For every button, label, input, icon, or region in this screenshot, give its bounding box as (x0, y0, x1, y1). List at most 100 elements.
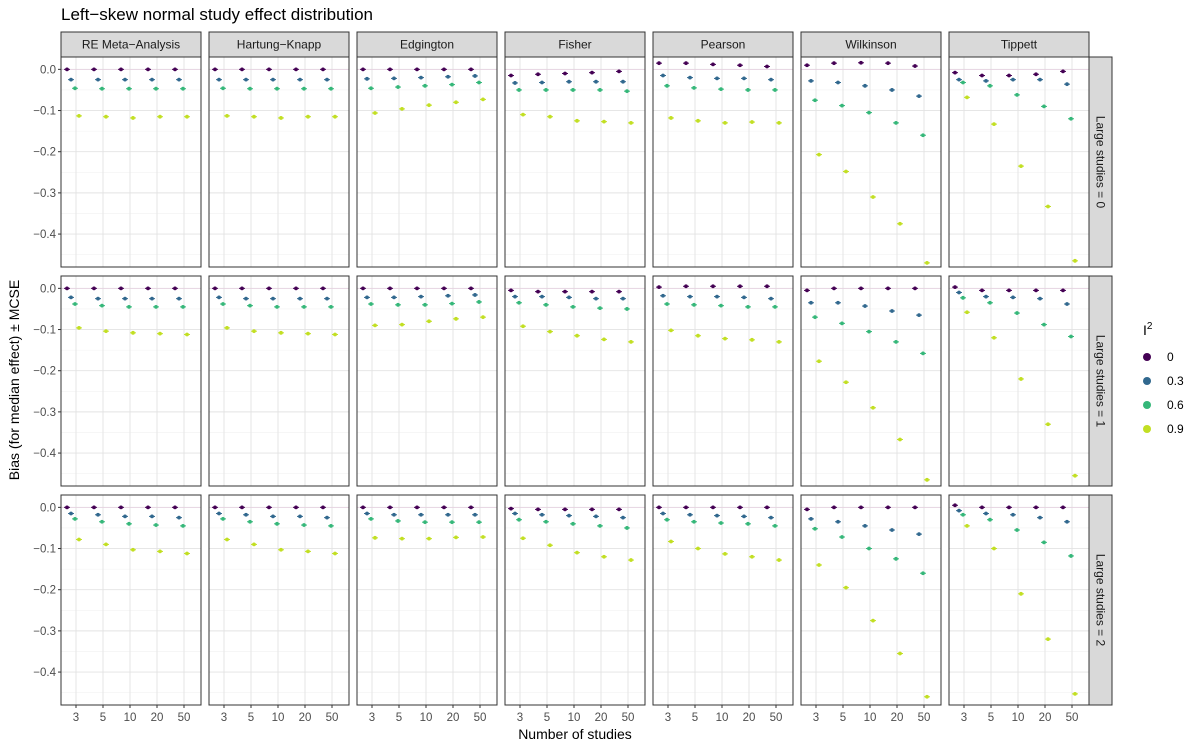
data-point (575, 333, 579, 338)
x-tick-label: 5 (248, 712, 254, 724)
data-point (617, 507, 621, 512)
x-tick-label: 10 (420, 712, 433, 724)
data-point (563, 289, 567, 294)
data-point (442, 505, 446, 510)
data-point (221, 516, 225, 521)
panel-border (652, 275, 794, 487)
panel-border (652, 56, 794, 268)
data-point (244, 77, 248, 82)
facet-panel (504, 56, 646, 268)
y-tick-label: 0.0 (40, 64, 56, 76)
data-point (306, 114, 310, 119)
data-point (625, 526, 629, 530)
data-point (65, 505, 69, 510)
data-point (150, 514, 154, 519)
data-point (373, 111, 377, 115)
x-tick-label: 20 (151, 712, 164, 724)
data-point (917, 313, 921, 318)
data-point (244, 512, 248, 517)
data-point (817, 359, 821, 364)
data-point (477, 300, 481, 304)
data-point (598, 523, 602, 528)
data-point (73, 302, 77, 306)
data-point (521, 536, 525, 541)
panel-border (356, 494, 498, 706)
data-point (1007, 288, 1011, 293)
x-tick-label: 3 (665, 712, 671, 724)
data-point (446, 512, 450, 517)
data-point (123, 514, 127, 519)
data-point (177, 296, 181, 301)
data-point (225, 113, 229, 118)
data-point (1019, 377, 1023, 381)
data-point (669, 539, 673, 544)
data-point (840, 321, 844, 326)
legend-key (1143, 425, 1151, 433)
data-point (177, 77, 181, 82)
data-point (742, 295, 746, 300)
data-point (271, 296, 275, 301)
data-point (723, 551, 727, 556)
facet-panel: 3 5 10 20 50 (356, 494, 498, 724)
data-point (221, 86, 225, 91)
data-point (321, 286, 325, 291)
data-point (244, 296, 248, 301)
data-point (509, 73, 513, 78)
panel-border (800, 275, 942, 487)
data-point (77, 113, 81, 118)
data-point (1073, 691, 1077, 696)
data-point (450, 520, 454, 525)
column-strip: Fisher (504, 31, 646, 58)
data-point (563, 71, 567, 76)
data-point (692, 85, 696, 90)
data-point (325, 296, 329, 301)
data-point (773, 304, 777, 309)
data-point (415, 67, 419, 72)
data-point (625, 307, 629, 311)
data-point (248, 303, 252, 308)
data-point (738, 63, 742, 68)
y-tick-label: −0.2 (33, 147, 56, 159)
data-point (617, 289, 621, 294)
data-point (913, 505, 917, 510)
data-point (980, 505, 984, 510)
column-strip-box (504, 31, 646, 58)
panel-border (356, 56, 498, 268)
data-point (665, 302, 669, 306)
data-point (961, 512, 965, 517)
data-point (213, 505, 217, 510)
data-point (325, 77, 329, 82)
data-point (863, 83, 867, 88)
data-point (1069, 334, 1073, 339)
data-point (548, 543, 552, 548)
data-point (248, 86, 252, 91)
data-point (913, 64, 917, 68)
data-point (867, 546, 871, 551)
x-tick-label: 20 (447, 712, 460, 724)
data-point (517, 88, 521, 92)
data-point (844, 169, 848, 174)
data-point (481, 535, 485, 539)
data-point (146, 505, 150, 510)
facet-panel (652, 275, 794, 487)
data-point (267, 286, 271, 291)
facet-panels: RE Meta−Analysis Hartung−Knapp Edgington Fi… (33, 31, 1113, 724)
data-point (365, 76, 369, 81)
data-point (1069, 116, 1073, 121)
data-point (742, 514, 746, 519)
data-point (921, 571, 925, 576)
panel-border (208, 275, 350, 487)
data-point (953, 285, 957, 290)
column-strip-label: Wilkinson (845, 38, 896, 52)
data-point (777, 558, 781, 562)
data-point (1046, 422, 1050, 427)
data-point (602, 337, 606, 342)
data-point (925, 694, 929, 699)
data-point (540, 80, 544, 85)
y-tick-label: −0.2 (33, 366, 56, 378)
data-point (96, 296, 100, 301)
data-point (917, 94, 921, 99)
data-point (104, 542, 108, 547)
data-point (567, 513, 571, 518)
